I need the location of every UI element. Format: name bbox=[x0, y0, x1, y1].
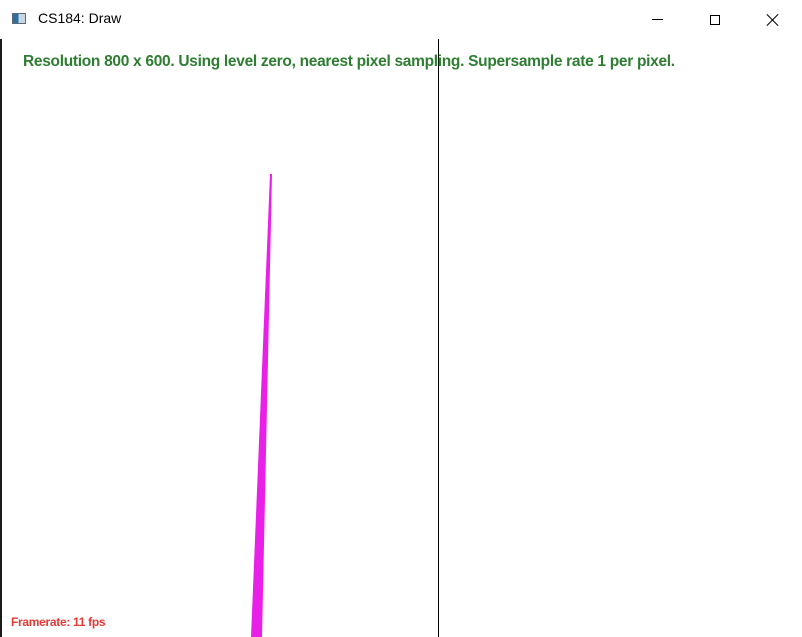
maximize-button[interactable] bbox=[686, 0, 744, 39]
framerate-text: Framerate: 11 fps bbox=[11, 615, 106, 629]
magenta-triangle bbox=[251, 174, 272, 637]
window-title: CS184: Draw bbox=[38, 10, 122, 26]
maximize-icon bbox=[710, 14, 720, 25]
vertical-divider-line bbox=[438, 39, 439, 637]
minimize-icon bbox=[651, 19, 663, 20]
app-window-icon bbox=[12, 13, 26, 24]
drawing-canvas[interactable] bbox=[0, 39, 802, 637]
minimize-button[interactable] bbox=[628, 0, 686, 39]
status-text: Resolution 800 x 600. Using level zero, … bbox=[23, 53, 675, 70]
window-left-edge bbox=[0, 39, 2, 637]
title-bar[interactable]: CS184: Draw bbox=[0, 0, 802, 39]
